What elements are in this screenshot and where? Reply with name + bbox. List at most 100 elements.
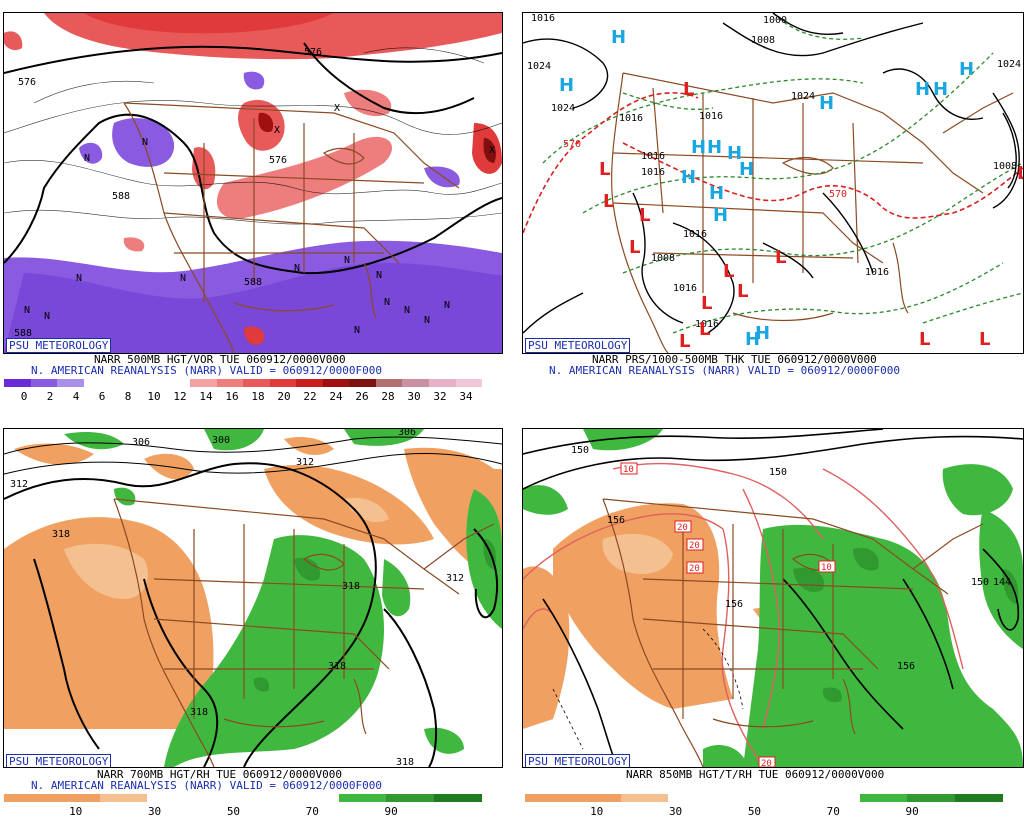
- thickness-label: 570: [829, 189, 847, 200]
- low-pressure-marker: L: [737, 281, 748, 302]
- isobar-label: 1016: [641, 167, 665, 178]
- colorbar-tick-label: 24: [329, 390, 343, 403]
- map-caption-valid: N. AMERICAN REANALYSIS (NARR) VALID = 06…: [31, 779, 382, 792]
- svg-text:N: N: [84, 153, 90, 164]
- colorbar-swatch: [338, 794, 387, 802]
- contour-label: 306: [398, 429, 416, 438]
- low-pressure-marker: L: [599, 159, 610, 180]
- isobar-label: 1008: [751, 35, 775, 46]
- colorbar-swatch: [269, 379, 297, 387]
- contour-label: 318: [190, 707, 208, 718]
- isobar-label: 1000: [763, 15, 787, 26]
- svg-text:N: N: [404, 305, 410, 316]
- colorbar-swatch: [99, 794, 148, 802]
- low-pressure-marker: L: [679, 331, 690, 352]
- contour-label: 150: [571, 445, 589, 456]
- colorbar-swatch: [572, 794, 621, 802]
- temperature-label: 20: [689, 541, 700, 551]
- colorbar-swatch: [763, 794, 812, 802]
- isobar-label: 1008: [651, 253, 675, 264]
- colorbar-tick-label: 30: [668, 805, 683, 818]
- colorbar-tick-label: 28: [381, 390, 395, 403]
- psu-meteorology-label: PSU METEOROLOGY: [525, 338, 631, 353]
- high-pressure-marker: H: [713, 205, 728, 226]
- colorbar-swatch: [136, 379, 164, 387]
- high-pressure-marker: H: [707, 137, 722, 158]
- high-pressure-marker: H: [745, 329, 760, 350]
- map-caption-valid: N. AMERICAN REANALYSIS (NARR) VALID = 06…: [549, 364, 900, 377]
- colorbar-swatch: [57, 379, 84, 387]
- low-pressure-marker: L: [699, 319, 710, 340]
- colorbar-swatch: [349, 379, 376, 387]
- colorbar-swatch: [147, 794, 196, 802]
- isobar-label: 1024: [551, 103, 575, 114]
- colorbar-swatch: [110, 379, 137, 387]
- temperature-label: 20: [761, 759, 772, 767]
- colorbar-swatch: [189, 379, 217, 387]
- colorbar-rh: [525, 794, 1003, 802]
- contour-label: 150: [769, 467, 787, 478]
- high-pressure-marker: H: [933, 79, 948, 100]
- svg-text:X: X: [274, 125, 280, 136]
- colorbar-tick-label: 2: [46, 390, 54, 403]
- colorbar-tick-label: 14: [199, 390, 213, 403]
- svg-text:X: X: [489, 145, 495, 156]
- svg-text:N: N: [24, 305, 30, 316]
- high-pressure-marker: H: [691, 137, 706, 158]
- colorbar-tick-label: 34: [459, 390, 473, 403]
- colorbar-swatch: [955, 794, 1003, 802]
- isobar-label: 1016: [641, 151, 665, 162]
- high-pressure-marker: H: [611, 27, 626, 48]
- low-pressure-marker: L: [723, 261, 734, 282]
- low-pressure-marker: L: [979, 329, 990, 350]
- isobar-label: 1016: [865, 267, 889, 278]
- high-pressure-marker: H: [915, 79, 930, 100]
- colorbar-swatch: [290, 794, 339, 802]
- colorbar-ticks: 10 30 50 70 90: [525, 805, 1003, 818]
- colorbar-swatch: [322, 379, 350, 387]
- contour-label: 576: [18, 77, 36, 88]
- map-500mb: 576 576 576 588 588 588 N N N N N N N N N N N N N…: [3, 12, 503, 354]
- contour-label: 156: [897, 661, 915, 672]
- colorbar-swatch: [716, 794, 764, 802]
- isobar-label: 1016: [619, 113, 643, 124]
- colorbar-tick-label: 30: [147, 805, 162, 818]
- colorbar-swatch: [296, 379, 323, 387]
- colorbar-vorticity: [4, 379, 483, 387]
- contour-label: 318: [52, 529, 70, 540]
- colorbar-tick-label: 50: [226, 805, 241, 818]
- colorbar-swatch: [907, 794, 956, 802]
- colorbar-tick-label: 32: [433, 390, 447, 403]
- panel-850mb-t-rh: 150 150 156 156 156 150 144 10 20 20 20 …: [512, 410, 1024, 819]
- colorbar-swatch: [375, 379, 403, 387]
- svg-text:N: N: [384, 297, 390, 308]
- map-pressure: 1016 1024 1024 1000 1008 1024 1016 1016 …: [522, 12, 1024, 354]
- colorbar-tick-label: 10: [590, 805, 604, 818]
- high-pressure-marker: H: [819, 93, 834, 114]
- colorbar-swatch: [386, 794, 435, 802]
- isobar-label: 1008: [993, 161, 1017, 172]
- high-pressure-marker: H: [755, 323, 770, 344]
- panel-500mb-vorticity: 576 576 576 588 588 588 N N N N N N N N N N N N N…: [0, 0, 512, 410]
- svg-text:N: N: [354, 325, 360, 336]
- colorbar-swatch: [402, 379, 429, 387]
- map-caption: NARR 700MB HGT/RH TUE 060912/0000V000: [97, 768, 343, 781]
- contour-label: 312: [10, 479, 28, 490]
- colorbar-swatch: [216, 379, 244, 387]
- colorbar-swatch: [4, 379, 31, 387]
- colorbar-tick-label: 26: [355, 390, 369, 403]
- colorbar-tick-label: 30: [407, 390, 421, 403]
- colorbar-swatch: [195, 794, 243, 802]
- high-pressure-marker: H: [727, 143, 742, 164]
- svg-text:N: N: [344, 255, 350, 266]
- contour-label: 312: [446, 573, 464, 584]
- low-pressure-marker: L: [919, 329, 930, 350]
- colorbar-tick-label: 4: [72, 390, 80, 403]
- isobar-label: 1024: [997, 59, 1021, 70]
- high-pressure-marker: H: [681, 167, 696, 188]
- colorbar-ticks: 10 30 50 70 90: [4, 805, 482, 818]
- colorbar-tick-label: 20: [277, 390, 291, 403]
- colorbar-tick-label: 16: [225, 390, 239, 403]
- colorbar-tick-label: 10: [69, 805, 83, 818]
- svg-text:N: N: [142, 137, 148, 148]
